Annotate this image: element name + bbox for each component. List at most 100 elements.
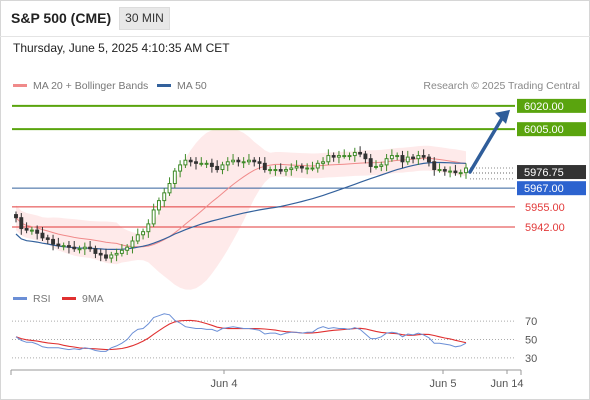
candle-body xyxy=(29,229,34,232)
candle-body xyxy=(24,228,29,231)
candle-body xyxy=(98,252,103,256)
candle-body xyxy=(310,167,315,170)
projection-arrow-shaft xyxy=(468,113,506,174)
projection-arrow-head xyxy=(495,109,510,124)
candle-body xyxy=(262,162,267,171)
candle-body xyxy=(172,170,177,185)
timeframe-button[interactable]: 30 MIN xyxy=(119,7,170,30)
candle-body xyxy=(93,248,98,254)
legend-rsi-ma-label: 9MA xyxy=(82,293,104,305)
candle-body xyxy=(178,164,183,172)
level-tag-5967.00-text: 5967.00 xyxy=(524,183,564,195)
candle-body xyxy=(61,245,66,248)
level-tag-5955.00: 5955.00 xyxy=(525,202,565,214)
candle-body xyxy=(347,155,352,158)
time-tick-label: Jun 14 xyxy=(490,378,523,390)
level-tag-6005.00-text: 6005.00 xyxy=(524,124,564,136)
candle-body xyxy=(241,161,246,164)
candle-body xyxy=(421,155,426,158)
candle-body xyxy=(109,254,114,259)
level-tag-5942.00: 5942.00 xyxy=(525,222,565,234)
candle-body xyxy=(368,158,373,167)
candle-body xyxy=(358,151,363,155)
rsi-swatch xyxy=(13,296,27,300)
candle-body xyxy=(458,172,463,175)
candle-body xyxy=(416,155,421,160)
candle-body xyxy=(14,214,18,219)
rsi-line xyxy=(15,313,467,352)
candle-body xyxy=(146,223,151,233)
legend-rsi-label: RSI xyxy=(33,293,51,305)
legend-ma20-label: MA 20 + Bollinger Bands xyxy=(33,80,149,92)
candle-body xyxy=(88,246,93,250)
candle-body xyxy=(299,165,304,169)
rsi-ma-swatch xyxy=(62,296,76,300)
header-divider xyxy=(0,36,590,37)
chart-header: S&P 500 (CME) 30 MIN xyxy=(0,0,590,36)
candle-body xyxy=(464,167,468,174)
candle-body xyxy=(246,159,251,163)
level-tag-6005.00: 6005.00 xyxy=(517,122,586,136)
candle-body xyxy=(278,169,283,172)
candle-body xyxy=(284,169,288,172)
last-price-tag: 5976.75 xyxy=(517,165,586,180)
candle-body xyxy=(379,164,384,167)
time-tick-label: Jun 5 xyxy=(430,378,457,390)
last-price-tag-text: 5976.75 xyxy=(524,167,564,179)
candle-body xyxy=(315,162,320,169)
timestamp: Thursday, June 5, 2025 4:10:35 AM CET xyxy=(13,41,230,55)
candle-body xyxy=(352,151,357,157)
candle-body xyxy=(342,155,347,158)
candle-body xyxy=(135,234,140,242)
candle-body xyxy=(442,169,447,172)
candle-body xyxy=(156,200,161,211)
candle-body xyxy=(35,229,40,234)
rsi-tick-label: 30 xyxy=(525,353,537,365)
legend-ma50: MA 50 xyxy=(157,80,207,92)
candle-body xyxy=(336,155,341,158)
candle-body xyxy=(119,249,124,254)
candle-body xyxy=(209,162,214,167)
candle-body xyxy=(289,167,294,171)
candle-body xyxy=(448,170,453,173)
candle-body xyxy=(56,243,61,247)
candle-body xyxy=(389,155,394,160)
candle-body xyxy=(220,164,225,171)
rsi-tick-label: 50 xyxy=(525,335,537,347)
candle-body xyxy=(19,217,24,230)
candle-body xyxy=(183,159,188,166)
candle-body xyxy=(400,155,405,163)
candle-body xyxy=(236,159,241,163)
rsi-tick-label: 70 xyxy=(525,316,537,328)
source-credit: Research © 2025 Trading Central xyxy=(423,80,580,92)
candle-body xyxy=(40,232,45,239)
candle-body xyxy=(141,231,146,236)
candle-body xyxy=(326,155,331,163)
candle-body xyxy=(66,245,71,248)
candle-body xyxy=(188,159,193,163)
candle-body xyxy=(114,252,119,256)
candle-body xyxy=(199,162,204,165)
level-tag-6020.00-text: 6020.00 xyxy=(524,101,564,113)
candle-body xyxy=(125,246,130,251)
candle-body xyxy=(395,155,400,158)
candle-body xyxy=(257,161,262,164)
candle-body xyxy=(215,165,220,171)
candle-body xyxy=(384,158,389,166)
candle-body xyxy=(162,192,167,202)
time-tick-label: Jun 4 xyxy=(211,378,238,390)
candle-body xyxy=(45,237,50,240)
level-tag-5967.00: 5967.00 xyxy=(517,181,586,196)
candle-body xyxy=(167,183,172,194)
candle-body xyxy=(252,159,257,163)
candle-body xyxy=(77,248,82,251)
candle-body xyxy=(82,246,87,250)
candle-body xyxy=(151,209,156,225)
ma50-swatch xyxy=(157,83,171,87)
candle-body xyxy=(194,161,198,164)
last-price-tag-bg xyxy=(517,165,586,180)
legend-rsi-ma: 9MA xyxy=(62,293,104,305)
legend-ma50-label: MA 50 xyxy=(177,80,207,92)
candle-body xyxy=(104,254,108,259)
